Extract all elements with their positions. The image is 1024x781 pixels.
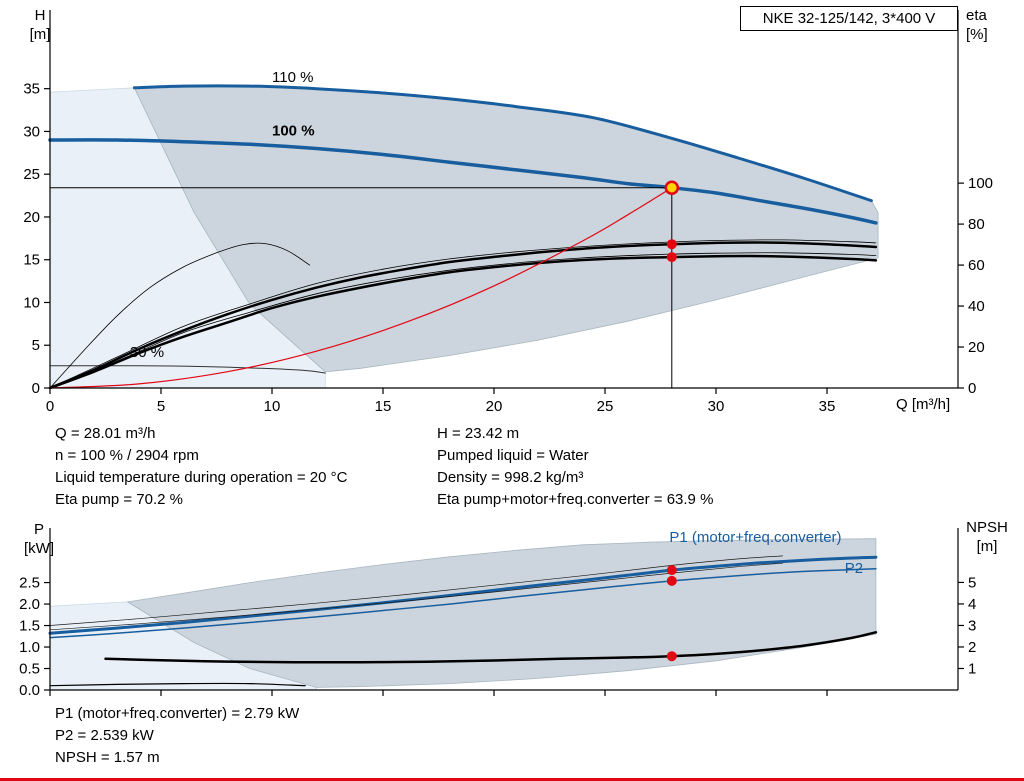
curve-110pct — [132, 84, 873, 203]
info-line-p1: P1 (motor+freq.converter) = 2.79 kW — [55, 705, 300, 722]
tick-label: 20 — [23, 209, 40, 226]
info-line-npsh: NPSH = 1.57 m — [55, 749, 160, 766]
tick-label: 2.5 — [19, 575, 40, 592]
h-axis-title: H [m] — [20, 6, 60, 44]
q-axis-title: Q [m³/h] — [896, 396, 951, 413]
tick-label: 25 — [23, 166, 40, 183]
h-axis-unit: [m] — [29, 26, 51, 43]
eta-thin-upper — [49, 239, 877, 389]
tick-label: 1.0 — [19, 639, 40, 656]
info-line-eta-total: Eta pump+motor+freq.converter = 63.9 % — [437, 491, 714, 508]
eta-pump-point — [666, 239, 677, 250]
pump-title-box: NKE 32-125/142, 3*400 V — [740, 6, 958, 31]
p-thin-lower — [49, 562, 783, 631]
tick-label: 2.0 — [19, 596, 40, 613]
tick-label: 20 — [968, 339, 985, 356]
tick-label: 0 — [32, 380, 40, 397]
power-envelope-area — [126, 538, 877, 688]
tick-label: 0.5 — [19, 661, 40, 678]
bottom-accent-line — [0, 778, 1024, 781]
curve-100pct — [48, 138, 878, 225]
tick-label: 80 — [968, 216, 985, 233]
tick-label: 20 — [486, 398, 503, 415]
p-thin-upper — [49, 555, 783, 626]
tick-label: 0 — [46, 398, 54, 415]
tick-label: 35 — [23, 81, 40, 98]
pump-title: NKE 32-125/142, 3*400 V — [762, 10, 936, 27]
npsh-axis-title: NPSH [m] — [960, 518, 1014, 556]
info-line-speed: n = 100 % / 2904 rpm — [55, 447, 199, 464]
tick-label: 3 — [968, 617, 976, 634]
curve-label: 30 % — [130, 344, 164, 361]
eta-axis-symbol: eta — [966, 7, 987, 24]
tick-label: 1 — [968, 660, 976, 677]
eta-total-curve — [48, 254, 878, 390]
tick-label: 40 — [968, 298, 985, 315]
npsh-axis-symbol: NPSH — [966, 519, 1008, 536]
npsh-axis-unit: [m] — [976, 538, 998, 555]
info-line-temperature: Liquid temperature during operation = 20… — [55, 469, 348, 486]
npsh-point — [666, 651, 677, 662]
eta-axis-title: eta [%] — [966, 6, 1018, 44]
eta-low-speed-curve — [49, 242, 311, 389]
info-line-h: H = 23.42 m — [437, 425, 520, 442]
info-line-density: Density = 998.2 kg/m³ — [437, 469, 584, 486]
tick-label: 2 — [968, 639, 976, 656]
tick-label: 60 — [968, 257, 985, 274]
duty-point[interactable] — [664, 180, 680, 195]
tick-label: 5 — [32, 337, 40, 354]
tick-label: 30 — [23, 123, 40, 140]
p1-curve — [48, 555, 878, 635]
p-axis-unit: [kW] — [24, 540, 54, 557]
tick-label: 5 — [968, 574, 976, 591]
tick-label: 100 — [968, 175, 993, 192]
duty-info-left: Q = 28.01 m³/h n = 100 % / 2904 rpm Liqu… — [55, 423, 347, 511]
tick-label: 10 — [264, 398, 281, 415]
duty-info-right: H = 23.42 m Pumped liquid = Water Densit… — [437, 423, 713, 511]
info-line-p2: P2 = 2.539 kW — [55, 727, 154, 744]
system-curve — [49, 187, 673, 389]
tick-label: 5 — [157, 398, 165, 415]
tick-label: 0.0 — [19, 682, 40, 699]
npsh-curve — [104, 631, 878, 664]
eta-thin-lower — [49, 252, 877, 389]
curve-label: P1 (motor+freq.converter) — [669, 529, 841, 546]
tick-label: 15 — [375, 398, 392, 415]
info-line-q: Q = 28.01 m³/h — [55, 425, 156, 442]
tick-label: 35 — [819, 398, 836, 415]
tick-label: 30 — [708, 398, 725, 415]
curve-label: 110 % — [272, 69, 313, 86]
p2-curve — [49, 568, 877, 639]
eta-axis-unit: [%] — [966, 26, 988, 43]
info-line-liquid: Pumped liquid = Water — [437, 447, 589, 464]
tick-label: 25 — [597, 398, 614, 415]
p-30pct-curve — [49, 682, 306, 687]
tick-label: 4 — [968, 596, 976, 613]
p1-point — [666, 565, 677, 576]
info-line-eta-pump: Eta pump = 70.2 % — [55, 491, 183, 508]
eta-total-point — [666, 252, 677, 263]
tick-label: 1.5 — [19, 618, 40, 635]
curve-label: P2 — [845, 560, 863, 577]
tick-label: 15 — [23, 252, 40, 269]
curve-label: 100 % — [272, 123, 315, 140]
p-axis-title: P [kW] — [16, 520, 62, 558]
power-info: P1 (motor+freq.converter) = 2.79 kW P2 =… — [55, 703, 299, 769]
h-axis-symbol: H — [34, 7, 46, 24]
tick-label: 10 — [23, 294, 40, 311]
curve-30pct — [49, 365, 326, 374]
tick-label: 0 — [968, 380, 976, 397]
eta-pump-curve — [48, 241, 878, 390]
p-axis-symbol: P — [33, 521, 44, 538]
p2-point — [666, 575, 677, 586]
